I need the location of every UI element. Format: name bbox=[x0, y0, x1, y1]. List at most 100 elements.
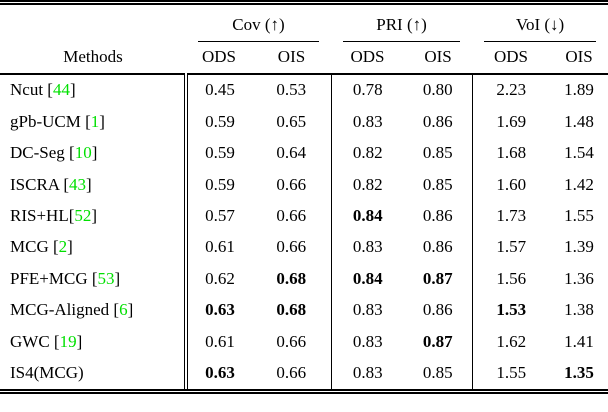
value-cell: 0.59 bbox=[184, 169, 252, 201]
method-label: gPb-UCM [1] bbox=[10, 111, 105, 131]
group-label-voi: VoI (↓) bbox=[484, 5, 597, 42]
table-row: MCG [2] 0.61 0.66 0.83 0.86 1.57 1.39 bbox=[0, 231, 608, 264]
citation-link[interactable]: 19 bbox=[59, 331, 77, 351]
table-row: RIS+HL[52] 0.57 0.66 0.84 0.86 1.73 1.55 bbox=[0, 200, 608, 232]
value-cell: 0.53 bbox=[276, 80, 307, 100]
value-cell: 0.87 bbox=[422, 268, 453, 288]
method-label: RIS+HL[52] bbox=[10, 205, 98, 225]
method-label: MCG-Aligned [6] bbox=[10, 300, 134, 320]
value-cell: 0.66 bbox=[276, 205, 307, 225]
citation-link[interactable]: 2 bbox=[58, 237, 68, 257]
value-cell: 2.23 bbox=[471, 74, 551, 107]
pri-ois-header: OIS bbox=[404, 42, 473, 75]
value-cell: 0.61 bbox=[184, 231, 252, 264]
method-label: ISCRA [43] bbox=[10, 174, 92, 194]
value-cell: 0.68 bbox=[276, 268, 307, 288]
value-cell: 0.86 bbox=[422, 237, 453, 257]
value-cell: 1.42 bbox=[564, 174, 594, 194]
value-cell: 0.87 bbox=[422, 331, 453, 351]
column-group-cov: Cov (↑) bbox=[186, 5, 331, 42]
value-cell: 1.39 bbox=[564, 237, 594, 257]
table-row: DC-Seg [10] 0.59 0.64 0.82 0.85 1.68 1.54 bbox=[0, 137, 608, 170]
value-cell: 0.84 bbox=[330, 200, 405, 232]
table-row: MCG-Aligned [6] 0.63 0.68 0.83 0.86 1.53 1.38 bbox=[0, 294, 608, 327]
cov-ois-header: OIS bbox=[252, 42, 332, 75]
value-cell: 1.36 bbox=[564, 268, 594, 288]
value-cell: 0.59 bbox=[184, 137, 252, 170]
group-label-pri: PRI (↑) bbox=[343, 5, 461, 42]
value-cell: 1.48 bbox=[564, 111, 594, 131]
method-label: MCG [2] bbox=[10, 237, 73, 257]
table-header: Cov (↑) PRI (↑) VoI (↓) Methods ODS OIS … bbox=[0, 5, 608, 75]
value-cell: 1.62 bbox=[471, 326, 551, 358]
value-cell: 1.38 bbox=[564, 300, 594, 320]
value-cell: 0.85 bbox=[422, 143, 453, 163]
value-cell: 1.69 bbox=[471, 106, 551, 138]
method-label: Ncut [44] bbox=[10, 80, 76, 100]
citation-link[interactable]: 1 bbox=[90, 111, 100, 131]
benchmark-results-table: Cov (↑) PRI (↑) VoI (↓) Methods ODS OIS … bbox=[0, 5, 608, 389]
value-cell: 1.89 bbox=[564, 80, 594, 100]
citation-link[interactable]: 10 bbox=[74, 143, 92, 163]
corner-cell bbox=[0, 5, 186, 42]
value-cell: 0.80 bbox=[422, 80, 453, 100]
value-cell: 1.35 bbox=[564, 362, 594, 382]
value-cell: 0.64 bbox=[276, 143, 307, 163]
value-cell: 0.68 bbox=[276, 300, 307, 320]
value-cell: 0.86 bbox=[422, 111, 453, 131]
group-label-cov: Cov (↑) bbox=[198, 5, 320, 42]
value-cell: 0.45 bbox=[184, 74, 252, 107]
value-cell: 1.68 bbox=[471, 137, 551, 170]
citation-link[interactable]: 52 bbox=[74, 205, 92, 225]
value-cell: 0.82 bbox=[330, 169, 405, 201]
value-cell: 0.78 bbox=[330, 74, 405, 107]
method-label: PFE+MCG [53] bbox=[10, 268, 121, 288]
value-cell: 0.61 bbox=[184, 326, 252, 358]
value-cell: 0.83 bbox=[330, 231, 405, 264]
value-cell: 0.66 bbox=[276, 174, 307, 194]
method-label: GWC [19] bbox=[10, 331, 83, 351]
value-cell: 1.41 bbox=[564, 331, 594, 351]
pri-ods-header: ODS bbox=[331, 42, 405, 75]
results-table-wrapper: Cov (↑) PRI (↑) VoI (↓) Methods ODS OIS … bbox=[0, 0, 608, 394]
group-header-row: Cov (↑) PRI (↑) VoI (↓) bbox=[0, 5, 608, 42]
table-row: Ncut [44] 0.45 0.53 0.78 0.80 2.23 1.89 bbox=[0, 74, 608, 107]
value-cell: 0.66 bbox=[276, 237, 307, 257]
sub-header-row: Methods ODS OIS ODS OIS ODS OIS bbox=[0, 42, 608, 75]
value-cell: 0.63 bbox=[184, 294, 252, 327]
value-cell: 0.66 bbox=[276, 331, 307, 351]
table-body: Ncut [44] 0.45 0.53 0.78 0.80 2.23 1.89 gPb-UCM… bbox=[0, 74, 608, 389]
citation-link[interactable]: 53 bbox=[97, 268, 115, 288]
table-row: IS4(MCG) 0.63 0.66 0.83 0.85 1.55 1.35 bbox=[0, 357, 608, 389]
value-cell: 0.83 bbox=[330, 294, 405, 327]
value-cell: 1.73 bbox=[471, 200, 551, 232]
value-cell: 0.85 bbox=[422, 174, 453, 194]
value-cell: 0.62 bbox=[184, 263, 252, 295]
method-label: IS4(MCG) bbox=[10, 362, 84, 382]
citation-link[interactable]: 43 bbox=[69, 174, 87, 194]
voi-ois-header: OIS bbox=[550, 42, 608, 75]
value-cell: 1.56 bbox=[471, 263, 551, 295]
value-cell: 1.55 bbox=[471, 357, 551, 389]
value-cell: 0.57 bbox=[184, 200, 252, 232]
table-row: ISCRA [43] 0.59 0.66 0.82 0.85 1.60 1.42 bbox=[0, 169, 608, 201]
citation-link[interactable]: 44 bbox=[52, 80, 70, 100]
value-cell: 0.63 bbox=[184, 357, 252, 389]
value-cell: 0.86 bbox=[422, 300, 453, 320]
value-cell: 0.83 bbox=[330, 357, 405, 389]
value-cell: 0.85 bbox=[422, 362, 453, 382]
value-cell: 1.55 bbox=[564, 205, 594, 225]
citation-link[interactable]: 6 bbox=[119, 300, 128, 320]
table-row: GWC [19] 0.61 0.66 0.83 0.87 1.62 1.41 bbox=[0, 326, 608, 358]
column-group-voi: VoI (↓) bbox=[472, 5, 608, 42]
value-cell: 1.57 bbox=[471, 231, 551, 264]
column-group-pri: PRI (↑) bbox=[331, 5, 472, 42]
value-cell: 0.83 bbox=[330, 326, 405, 358]
value-cell: 1.60 bbox=[471, 169, 551, 201]
table-row: gPb-UCM [1] 0.59 0.65 0.83 0.86 1.69 1.48 bbox=[0, 106, 608, 138]
value-cell: 0.59 bbox=[184, 106, 252, 138]
value-cell: 0.66 bbox=[276, 362, 307, 382]
value-cell: 0.65 bbox=[276, 111, 307, 131]
value-cell: 0.86 bbox=[422, 205, 453, 225]
value-cell: 1.54 bbox=[564, 143, 594, 163]
